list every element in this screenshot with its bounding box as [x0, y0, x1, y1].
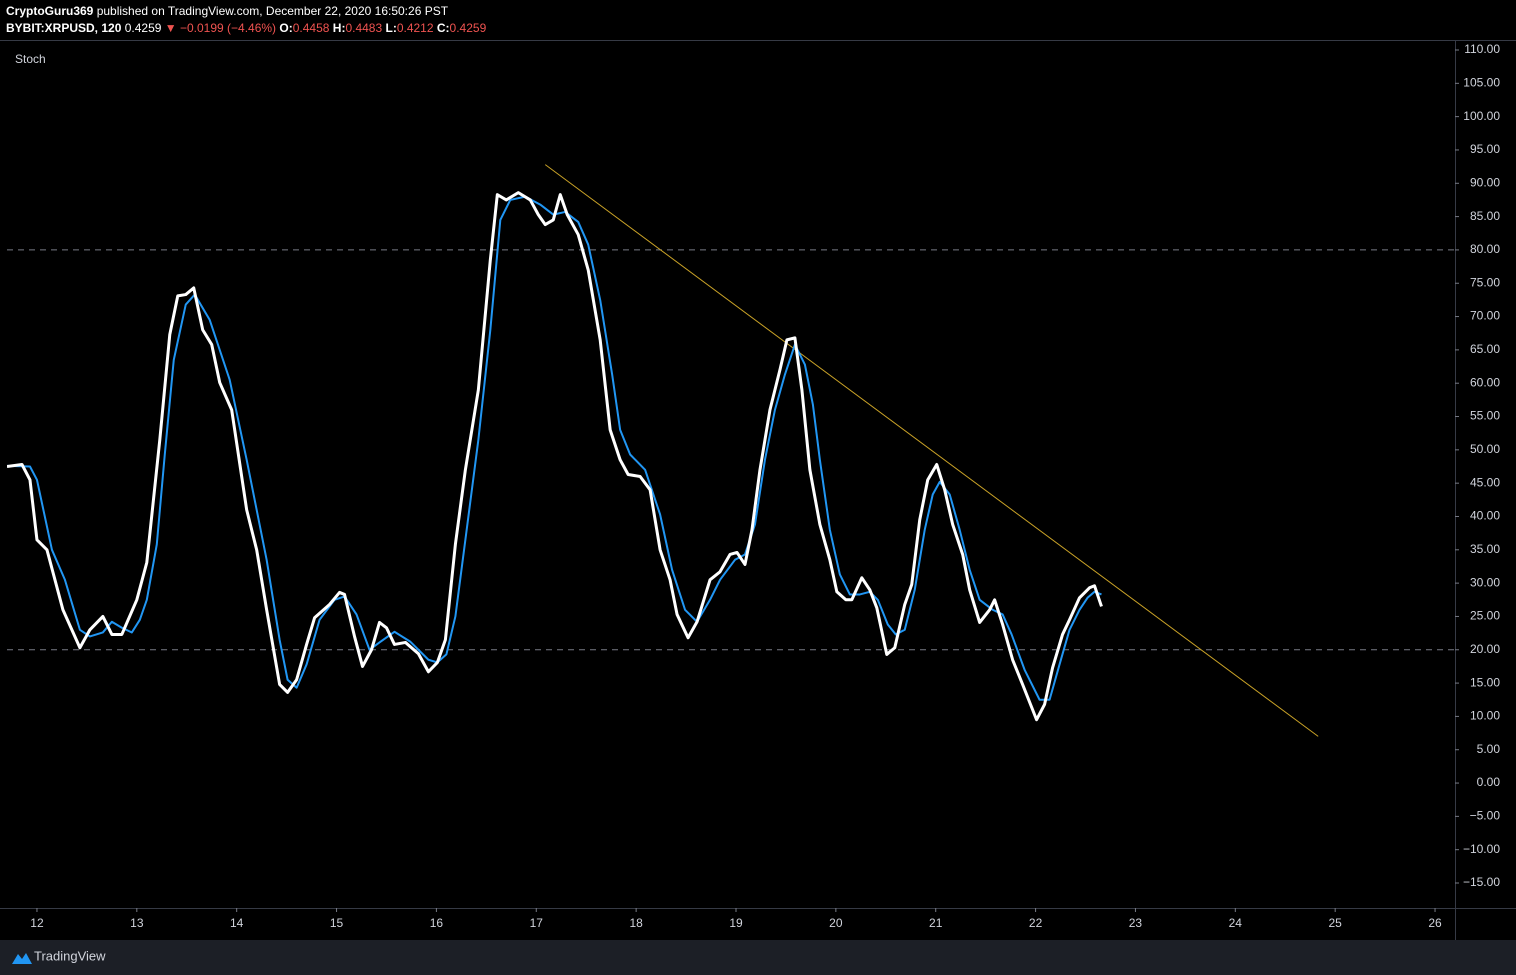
x-tick-label: 22 [1029, 916, 1043, 930]
x-tick-label: 19 [729, 916, 743, 930]
y-tick-label: 60.00 [1470, 375, 1500, 389]
y-tick-label: 30.00 [1470, 575, 1500, 589]
y-tick-label: 80.00 [1470, 242, 1500, 256]
x-tick-label: 23 [1129, 916, 1143, 930]
y-tick-label: 75.00 [1470, 275, 1500, 289]
price: 0.4259 [125, 21, 162, 35]
ohlc-value: 0.4212 [397, 21, 434, 35]
ohlc-label: C: [437, 21, 450, 35]
y-tick-label: 110.00 [1464, 42, 1500, 56]
y-tick-label: 70.00 [1470, 309, 1500, 323]
logo-icon [12, 953, 32, 964]
x-tick-label: 26 [1428, 916, 1442, 930]
change: ▼ −0.0199 (−4.46%) [165, 21, 276, 35]
symbol-line: BYBIT:XRPUSD, 120 0.4259 ▼ −0.0199 (−4.4… [6, 21, 487, 35]
y-tick-label: 5.00 [1477, 742, 1501, 756]
y-tick-label: 35.00 [1470, 542, 1500, 556]
x-tick-label: 15 [330, 916, 344, 930]
x-tick-label: 25 [1328, 916, 1342, 930]
series-line [7, 191, 1103, 722]
ohlc-label: L: [386, 21, 397, 35]
x-tick-label: 20 [829, 916, 843, 930]
ohlc-value: 0.4259 [450, 21, 487, 35]
y-tick-label: 85.00 [1470, 209, 1500, 223]
y-tick-label: 50.00 [1470, 442, 1500, 456]
y-tick-label: −15.00 [1463, 875, 1500, 889]
x-tick-label: 13 [130, 916, 144, 930]
ohlc-value: 0.4458 [293, 21, 330, 35]
y-tick-label: 10.00 [1470, 709, 1500, 723]
x-tick-label: 21 [929, 916, 943, 930]
y-tick-label: 25.00 [1470, 609, 1500, 623]
x-tick-label: 24 [1229, 916, 1243, 930]
trendline [544, 164, 1319, 737]
y-tick-label: −10.00 [1463, 842, 1500, 856]
y-tick-label: 45.00 [1470, 475, 1500, 489]
y-tick-label: 15.00 [1470, 675, 1500, 689]
footer-bar [0, 940, 1516, 975]
indicator-title: Stoch [15, 52, 46, 66]
y-tick-label: 100.00 [1463, 109, 1500, 123]
x-tick-label: 12 [30, 916, 44, 930]
y-tick-label: −5.00 [1470, 809, 1501, 823]
y-tick-label: 95.00 [1470, 142, 1500, 156]
y-tick-label: 90.00 [1470, 175, 1500, 189]
x-tick-label: 17 [530, 916, 544, 930]
plot [7, 164, 1455, 737]
x-tick-label: 16 [430, 916, 444, 930]
y-tick-label: 55.00 [1470, 409, 1500, 423]
series-line [7, 195, 1102, 701]
symbol: BYBIT:XRPUSD, 120 [6, 21, 122, 35]
ohlc-label: O: [279, 21, 292, 35]
y-tick-label: 40.00 [1470, 509, 1500, 523]
logo [12, 953, 32, 964]
author: CryptoGuru369 [6, 4, 94, 18]
brand: TradingView [34, 948, 106, 963]
published: published on TradingView.com, December 2… [97, 4, 449, 18]
x-tick-label: 18 [629, 916, 643, 930]
ohlc-value: 0.4483 [345, 21, 382, 35]
ohlc-label: H: [333, 21, 346, 35]
y-tick-label: 20.00 [1470, 642, 1500, 656]
x-tick-label: 14 [230, 916, 244, 930]
y-tick-label: 65.00 [1470, 342, 1500, 356]
y-tick-label: 105.00 [1463, 75, 1500, 89]
y-tick-label: 0.00 [1477, 775, 1501, 789]
header-line: CryptoGuru369 published on TradingView.c… [6, 4, 449, 18]
